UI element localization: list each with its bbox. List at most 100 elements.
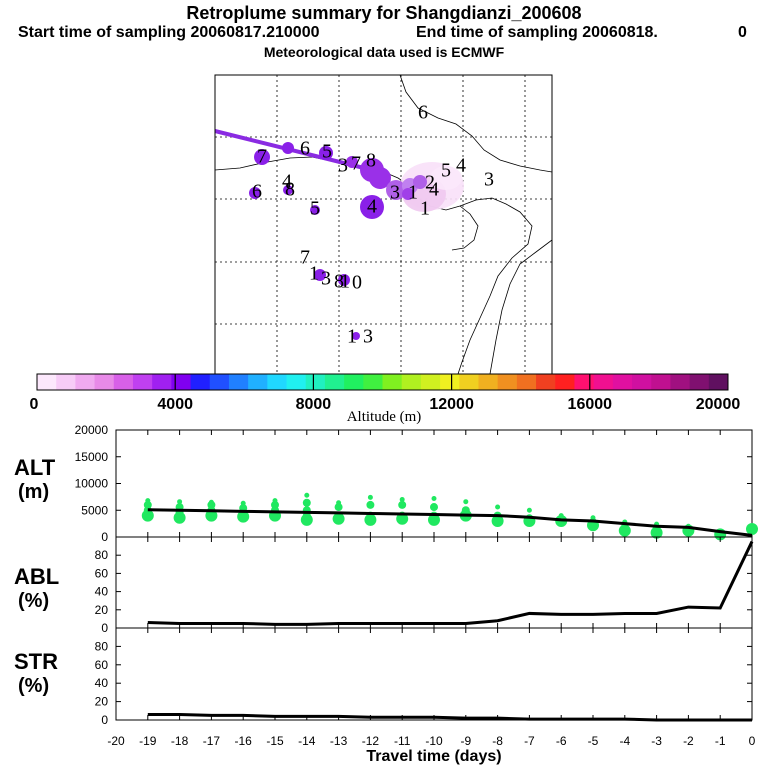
- altitude-cluster-dot: [399, 497, 405, 503]
- plume-markers: [214, 129, 464, 340]
- colorbar-tick-label: 20000: [696, 396, 741, 413]
- x-tick-label: -16: [235, 734, 253, 748]
- panel-alt-unit: (m): [18, 481, 50, 503]
- panel-abl: 80 60 40 20 0: [95, 536, 754, 635]
- plume-day-label: 6: [300, 138, 310, 160]
- colorbar-cell: [190, 374, 211, 390]
- x-tick-label: -11: [394, 734, 411, 748]
- colorbar-cell: [651, 374, 671, 390]
- plume-day-label: 7: [300, 247, 310, 269]
- sampling-start: Start time of sampling 20060817.210000: [18, 24, 320, 41]
- x-tick-label: -12: [362, 734, 380, 748]
- colorbar-cell: [152, 374, 172, 390]
- x-tick-label: -17: [203, 734, 221, 748]
- panel-abl-unit: (%): [18, 590, 50, 612]
- altitude-cluster-dot: [367, 494, 373, 500]
- altitude-cluster-dot: [205, 509, 218, 522]
- colorbar-cell: [516, 374, 537, 390]
- colorbar-cell: [420, 374, 441, 390]
- colorbar-cell: [94, 374, 115, 390]
- panel-alt: 20000 15000 10000 5000 0: [75, 423, 758, 544]
- colorbar-cell: [248, 374, 268, 390]
- colorbar-cell: [56, 374, 76, 390]
- plume-day-label: 8: [285, 179, 295, 201]
- coastline-segment: [409, 185, 533, 375]
- x-tick-label: -10: [425, 734, 443, 748]
- altitude-cluster-dot: [364, 513, 377, 526]
- plume-day-label: 1: [309, 263, 319, 285]
- colorbar-cell: [363, 374, 383, 390]
- x-tick-label: -5: [588, 734, 599, 748]
- y-tick-label: 60: [95, 566, 109, 580]
- colorbar-tick-label: 12000: [429, 396, 474, 413]
- altitude-cluster-dot: [300, 513, 313, 526]
- y-tick-label: 0: [101, 713, 108, 727]
- colorbar-label: Altitude (m): [346, 409, 422, 425]
- colorbar-cell: [593, 374, 614, 390]
- chart-title: Retroplume summary for Shangdianzi_20060…: [186, 3, 582, 23]
- plume-day-label: 8: [334, 271, 344, 293]
- plume-day-label: 4: [429, 179, 439, 201]
- coastline-segment: [451, 205, 479, 251]
- colorbar-cell: [132, 374, 153, 390]
- y-tick-label: 20: [95, 603, 109, 617]
- plume-day-label: 4: [282, 171, 292, 193]
- altitude-cluster-dot: [526, 507, 532, 513]
- altitude-cluster-dot: [304, 492, 310, 498]
- x-tick-label: -18: [171, 734, 189, 748]
- colorbar-cell: [440, 374, 460, 390]
- plume-cluster-marker: [338, 274, 350, 286]
- x-tick-label: -13: [330, 734, 348, 748]
- altitude-cluster-dot: [332, 512, 345, 525]
- x-tick-label: -9: [460, 734, 471, 748]
- altitude-cluster-dot: [495, 504, 501, 510]
- plume-day-label: 1: [408, 182, 418, 204]
- series-line: [147, 540, 754, 626]
- colorbar-cell: [497, 374, 518, 390]
- plume-cluster-marker: [360, 195, 384, 219]
- colorbar-cells: [36, 373, 729, 391]
- plume-day-label: 3: [321, 268, 331, 290]
- x-tick-label: -2: [683, 734, 694, 748]
- y-tick-label: 80: [95, 639, 109, 653]
- plume-day-label: 1: [347, 326, 357, 348]
- colorbar-cell: [171, 374, 192, 390]
- colorbar-cell: [612, 374, 633, 390]
- colorbar-tick-label: 4000: [157, 396, 193, 413]
- y-tick-label: 60: [95, 658, 109, 672]
- altitude-cluster-dot: [650, 526, 663, 539]
- plume-day-label: 2: [425, 172, 435, 194]
- colorbar-cell: [75, 374, 96, 390]
- y-tick-label: 0: [101, 621, 108, 635]
- x-tick-label: -20: [107, 734, 125, 748]
- sampling-end-tail: 0: [738, 24, 747, 41]
- coastline-segment: [489, 239, 553, 375]
- x-tick-label: -7: [524, 734, 535, 748]
- plume-cluster-marker: [283, 185, 293, 195]
- altitude-cluster-dot: [398, 500, 407, 509]
- colorbar-cell: [382, 374, 403, 390]
- plume-cluster-marker: [319, 146, 333, 160]
- plume-cluster-marker: [249, 187, 261, 199]
- plume-day-label: 4: [367, 196, 377, 218]
- panel-abl-label: ABL: [14, 564, 60, 589]
- x-axis-title: Travel time (days): [366, 748, 502, 765]
- altitude-cluster-dot: [491, 514, 504, 527]
- altitude-cluster-dot: [618, 524, 631, 537]
- colorbar-cell: [708, 374, 729, 390]
- panel-alt-label: ALT: [14, 455, 56, 480]
- plume-halo: [430, 166, 462, 190]
- plume-cluster-marker: [386, 180, 406, 200]
- y-tick-label: 15000: [75, 450, 109, 464]
- x-tick-label: -8: [492, 734, 503, 748]
- plume-day-label: 1: [420, 198, 430, 220]
- map-gridlines: [215, 75, 552, 374]
- plume-day-label: 7: [351, 153, 361, 175]
- plume-cluster-marker: [369, 167, 391, 189]
- plume-cluster-marker: [352, 332, 360, 340]
- met-data-note: Meteorological data used is ECMWF: [263, 44, 505, 60]
- plume-cluster-marker: [314, 269, 326, 281]
